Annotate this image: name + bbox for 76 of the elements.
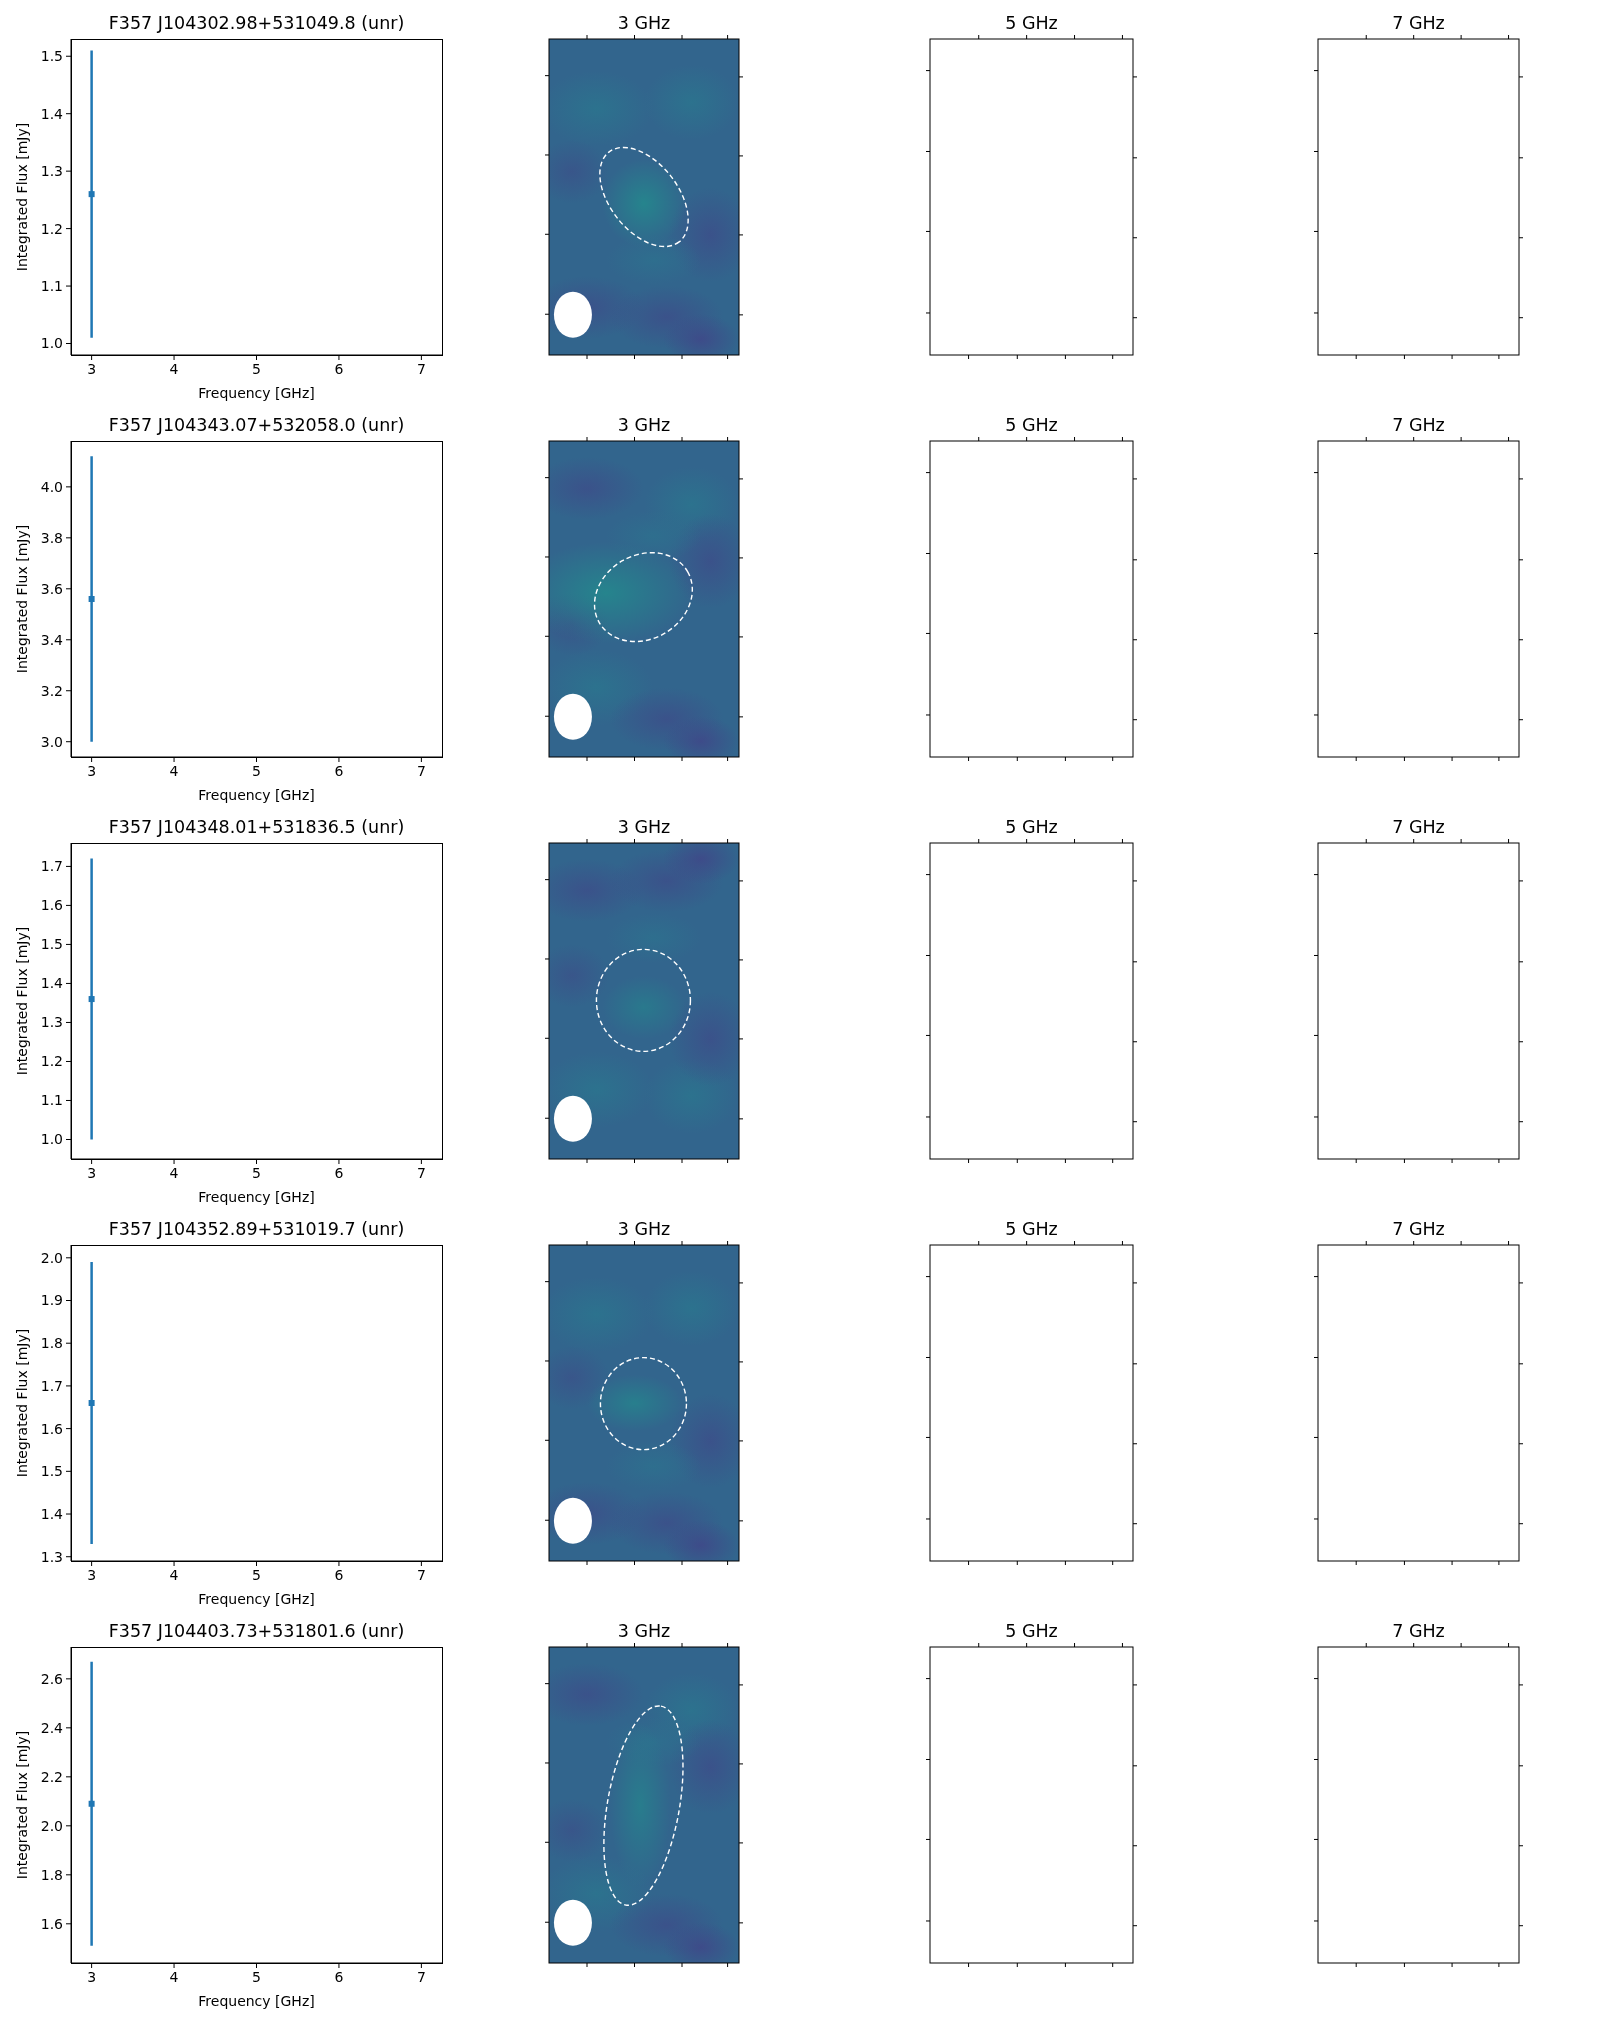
y-tick-label: 1.2 xyxy=(40,1053,63,1070)
y-tick-label: 1.5 xyxy=(40,1463,63,1480)
x-tick-label: 6 xyxy=(334,1566,344,1583)
text: 5 GHz xyxy=(1005,13,1058,33)
x-tick-label: 3 xyxy=(87,1164,97,1181)
y-axis-title: Integrated Flux [mJy] xyxy=(14,1328,30,1478)
chart-title: F357 J104352.89+531019.7 (unr) xyxy=(108,1219,405,1239)
x-axis-title: Frequency [GHz] xyxy=(198,1993,315,2009)
x-tick-label: 5 xyxy=(252,1164,261,1181)
x-tick-label: 7 xyxy=(416,360,426,377)
y-tick-label: 3.6 xyxy=(40,580,64,597)
x-tick-label: 3 xyxy=(87,1566,97,1583)
x-tick-label: 6 xyxy=(334,1164,344,1181)
x-tick-label: 4 xyxy=(169,1566,179,1583)
x-tick-label: 4 xyxy=(169,1968,179,1985)
y-tick-label: 2.4 xyxy=(40,1719,64,1736)
y-tick-label: 1.8 xyxy=(40,1335,63,1352)
y-tick-label: 4.0 xyxy=(40,478,63,495)
text: 3 GHz xyxy=(617,13,671,33)
x-axis-title: Frequency [GHz] xyxy=(198,1189,315,1205)
y-tick-label: 1.6 xyxy=(40,1420,64,1437)
y-tick-label: 1.7 xyxy=(40,1377,63,1394)
y-tick-label: 1.5 xyxy=(40,936,63,953)
x-tick-label: 3 xyxy=(87,762,97,779)
x-tick-label: 5 xyxy=(252,762,261,779)
text: 3 GHz xyxy=(617,415,671,435)
y-axis-title: Integrated Flux [mJy] xyxy=(14,1730,30,1880)
y-tick-label: 2.2 xyxy=(40,1768,63,1785)
x-tick-label: 7 xyxy=(416,1164,426,1181)
chart-title: F357 J104348.01+531836.5 (unr) xyxy=(108,817,405,837)
text: 3 GHz xyxy=(617,1219,671,1239)
text: 7 GHz xyxy=(1392,415,1445,435)
text: 7 GHz xyxy=(1392,817,1445,837)
y-tick-label: 1.3 xyxy=(40,1548,63,1565)
text: 5 GHz xyxy=(1005,817,1058,837)
y-tick-label: 1.1 xyxy=(40,1092,63,1109)
chart-title: F357 J104343.07+532058.0 (unr) xyxy=(108,415,405,435)
y-tick-label: 1.8 xyxy=(40,1866,63,1883)
y-tick-label: 1.3 xyxy=(40,1014,63,1031)
y-tick-label: 1.4 xyxy=(40,1506,64,1522)
x-tick-label: 4 xyxy=(169,762,179,779)
y-tick-label: 1.4 xyxy=(40,975,64,992)
chart-title: F357 J104403.73+531801.6 (unr) xyxy=(108,1621,405,1641)
x-tick-label: 5 xyxy=(252,1968,261,1985)
y-tick-label: 2.0 xyxy=(40,1249,63,1266)
y-tick-label: 3.8 xyxy=(40,529,63,546)
y-tick-label: 1.7 xyxy=(40,858,63,875)
text: 5 GHz xyxy=(1005,1219,1058,1239)
x-tick-label: 7 xyxy=(416,1968,426,1985)
text: 3 GHz xyxy=(617,1621,671,1641)
y-axis-title: Integrated Flux [mJy] xyxy=(14,524,30,674)
y-tick-label: 1.9 xyxy=(40,1292,63,1309)
y-tick-label: 1.0 xyxy=(40,1131,63,1148)
text: 5 GHz xyxy=(1005,1621,1058,1641)
text: 5 GHz xyxy=(1005,415,1058,435)
x-tick-label: 6 xyxy=(334,762,344,779)
x-tick-label: 6 xyxy=(334,1968,344,1985)
x-tick-label: 5 xyxy=(252,1566,261,1583)
text: 3 GHz xyxy=(617,817,671,837)
y-tick-label: 2.6 xyxy=(40,1670,64,1687)
y-axis-title: Integrated Flux [mJy] xyxy=(14,926,30,1076)
x-tick-label: 7 xyxy=(416,762,426,779)
y-tick-label: 3.2 xyxy=(40,682,63,699)
x-axis-title: Frequency [GHz] xyxy=(198,1591,315,1607)
x-tick-label: 7 xyxy=(416,1566,426,1583)
y-tick-label: 1.6 xyxy=(40,897,64,914)
text: 7 GHz xyxy=(1392,1219,1445,1239)
x-axis-title: Frequency [GHz] xyxy=(198,787,315,803)
x-tick-label: 3 xyxy=(87,1968,97,1985)
text: 7 GHz xyxy=(1392,1621,1445,1641)
x-tick-label: 4 xyxy=(169,1164,179,1181)
y-tick-label: 2.0 xyxy=(40,1817,63,1834)
y-tick-label: 3.4 xyxy=(40,631,64,648)
y-tick-label: 3.0 xyxy=(40,733,63,750)
y-tick-label: 1.6 xyxy=(40,1915,64,1932)
text: 7 GHz xyxy=(1392,13,1445,33)
